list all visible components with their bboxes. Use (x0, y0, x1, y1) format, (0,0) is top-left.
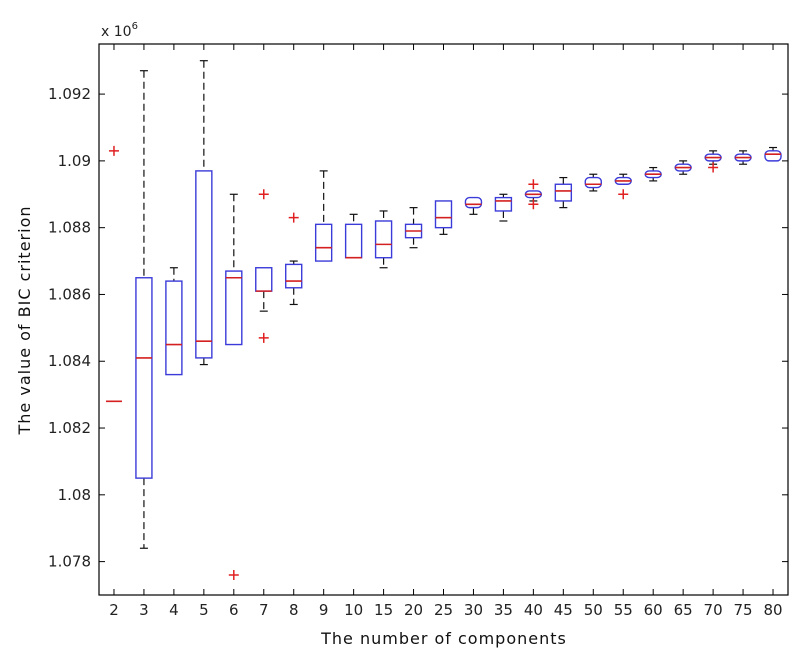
x-axis-ticks: 2 3 4 5 6 7 8 9 10 15 20 25 30 35 40 45 50 55 60 65 70 75 80 (109, 44, 783, 619)
outlier-marker (228, 569, 239, 580)
x-tick-label: 80 (763, 601, 782, 619)
y-tick-label: 1.088 (48, 219, 91, 237)
box-group-40 (524, 179, 543, 210)
box-body (464, 196, 483, 209)
box-body (554, 183, 573, 202)
box-group-30 (464, 196, 483, 215)
y-tick-label: 1.09 (58, 152, 91, 170)
box-marks (105, 60, 782, 580)
box-group-2 (105, 145, 122, 403)
y-axis-ticks: 1.078 1.08 1.082 1.084 1.086 1.088 1.09 1.092 (48, 85, 788, 571)
x-tick-label: 5 (199, 601, 209, 619)
box-group-7 (255, 189, 273, 343)
x-tick-label: 10 (344, 601, 363, 619)
x-tick-label: 75 (734, 601, 753, 619)
x-tick-label: 15 (374, 601, 393, 619)
outlier-marker (528, 179, 539, 190)
box-group-25 (434, 200, 453, 235)
box-group-4 (165, 267, 183, 376)
x-tick-label: 25 (434, 601, 453, 619)
box-group-35 (494, 193, 513, 222)
box-group-8 (285, 212, 303, 306)
box-body (225, 270, 243, 346)
x-tick-label: 6 (229, 601, 239, 619)
box-group-80 (764, 146, 782, 162)
y-tick-label: 1.082 (48, 419, 91, 437)
x-tick-label: 4 (169, 601, 179, 619)
box-group-10 (344, 213, 363, 259)
x-tick-label: 70 (704, 601, 723, 619)
x-tick-label: 2 (109, 601, 119, 619)
outlier-marker (708, 162, 719, 173)
box-group-5 (195, 60, 213, 366)
x-tick-label: 45 (554, 601, 573, 619)
box-group-55 (614, 173, 632, 200)
x-tick-label: 20 (404, 601, 423, 619)
outlier-marker (618, 189, 629, 200)
x-tick-label: 30 (464, 601, 483, 619)
x-tick-label: 8 (289, 601, 299, 619)
x-tick-label: 55 (614, 601, 633, 619)
box-body (165, 280, 183, 376)
box-body (494, 196, 513, 212)
outlier-marker (288, 212, 299, 223)
outlier-marker (258, 332, 269, 343)
box-group-50 (584, 173, 602, 192)
x-tick-label: 3 (139, 601, 149, 619)
box-group-65 (674, 160, 692, 175)
y-exponent: 6 (132, 21, 138, 32)
x-axis-title: The number of components (320, 629, 567, 648)
x-tick-label: 35 (494, 601, 513, 619)
x-tick-label: 7 (259, 601, 269, 619)
x-tick-label: 9 (319, 601, 329, 619)
outlier-marker (108, 145, 119, 156)
box-body (584, 176, 602, 189)
plot-area (98, 43, 789, 596)
box-body (285, 263, 303, 289)
box-body (195, 170, 213, 359)
box-group-20 (404, 207, 423, 249)
box-group-75 (734, 150, 752, 165)
box-body (434, 200, 453, 229)
y-tick-label: 1.086 (48, 285, 91, 303)
y-axis-title: The value of BIC criterion (15, 206, 34, 436)
outlier-marker (258, 189, 269, 200)
box-group-45 (554, 176, 573, 209)
box-group-60 (644, 166, 662, 182)
y-exponent-label: x 106 (101, 21, 138, 40)
y-tick-label: 1.08 (58, 486, 91, 504)
box-body (314, 223, 333, 262)
x-tick-label: 40 (524, 601, 543, 619)
box-group-6 (225, 193, 243, 580)
box-group-9 (314, 170, 333, 262)
x-tick-label: 60 (644, 601, 663, 619)
box-group-15 (374, 210, 393, 269)
outlier-marker (528, 199, 539, 210)
y-tick-label: 1.092 (48, 85, 91, 103)
box-group-70 (704, 150, 722, 173)
box-group-3 (135, 70, 153, 549)
box-body (135, 277, 153, 479)
box-body (374, 220, 393, 259)
box-body (764, 150, 782, 162)
y-tick-label: 1.078 (48, 553, 91, 571)
x-tick-label: 65 (674, 601, 693, 619)
y-tick-label: 1.084 (48, 352, 91, 370)
x-tick-label: 50 (584, 601, 603, 619)
